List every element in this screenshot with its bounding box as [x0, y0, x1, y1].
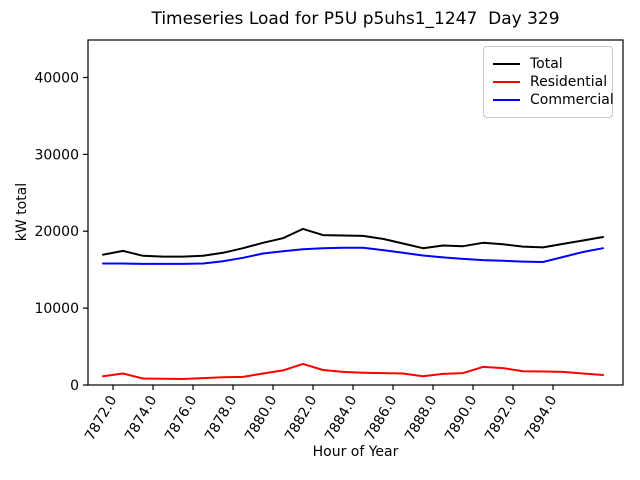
residential-line-swatch — [493, 81, 520, 83]
series-line-total — [102, 227, 604, 258]
x-tick-label: 7890.0 — [442, 393, 480, 443]
legend-entry-total: Total — [493, 56, 604, 72]
y-axis-label: kW total — [14, 182, 30, 242]
x-tick-label: 7884.0 — [322, 393, 360, 443]
x-tick-label: 7894.0 — [522, 393, 560, 443]
x-tick-label: 7876.0 — [162, 393, 200, 443]
plot-border — [87, 39, 624, 386]
total-line-swatch — [493, 63, 520, 65]
y-tick-label: 20000 — [34, 224, 79, 240]
y-tick-label: 0 — [70, 378, 79, 394]
y-tick-label: 40000 — [34, 70, 79, 86]
x-tick-label: 7892.0 — [482, 393, 520, 443]
x-tick-label: 7880.0 — [242, 393, 280, 443]
y-tick-label: 30000 — [34, 147, 79, 163]
legend-label-residential: Residential — [530, 74, 608, 90]
x-axis-label: Hour of Year — [312, 444, 399, 460]
legend-label-total: Total — [530, 56, 563, 72]
series-line-residential — [102, 362, 604, 380]
y-tick-label: 10000 — [34, 301, 79, 317]
legend-entry-commercial: Commercial — [493, 92, 614, 108]
legend: Total Residential Commercial — [483, 46, 614, 118]
x-tick-label: 7882.0 — [282, 393, 320, 443]
legend-entry-residential: Residential — [493, 74, 608, 90]
x-tick-label: 7872.0 — [82, 393, 120, 443]
chart-title: Timeseries Load for P5U p5uhs1_1247 Day … — [151, 9, 560, 29]
x-tick-label: 7874.0 — [122, 393, 160, 443]
commercial-line-swatch — [493, 99, 520, 101]
x-tick-label: 7878.0 — [202, 393, 240, 443]
x-tick-label: 7888.0 — [402, 393, 440, 443]
series-line-commercial — [102, 246, 604, 265]
legend-label-commercial: Commercial — [530, 92, 614, 108]
x-tick-label: 7886.0 — [362, 393, 400, 443]
